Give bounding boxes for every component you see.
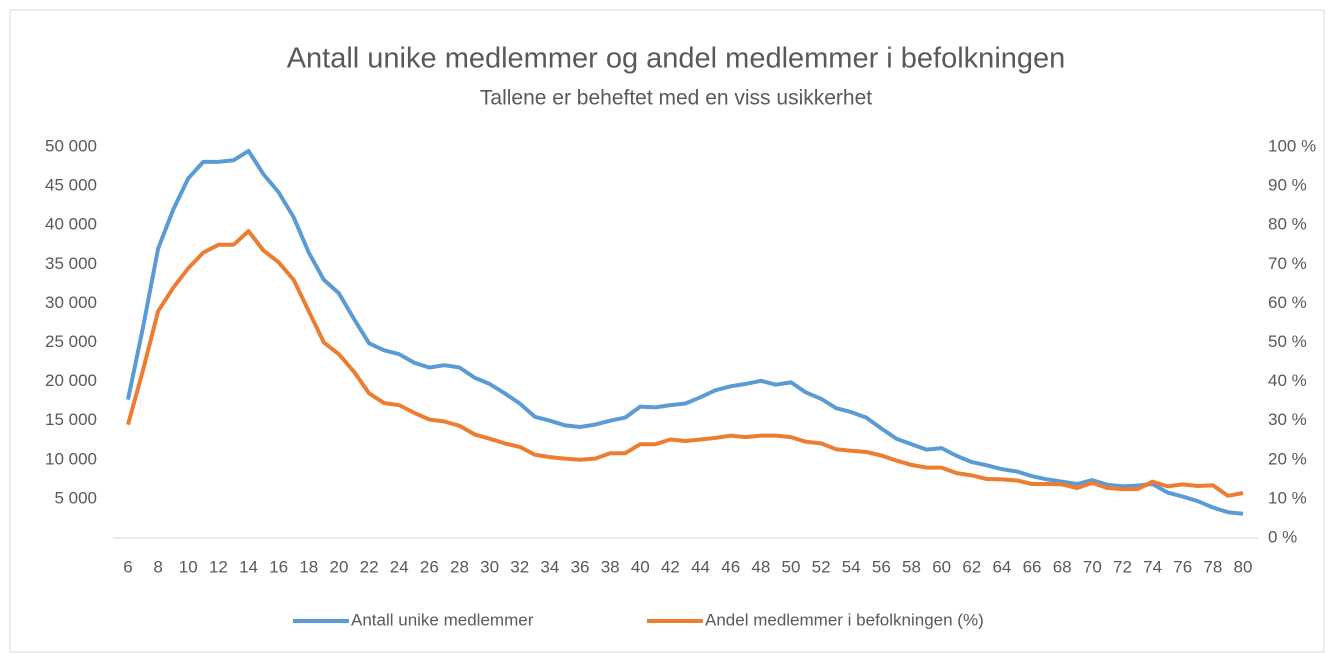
y2-tick-label: 50 % [1268, 332, 1307, 351]
x-tick-label: 80 [1234, 557, 1253, 576]
y2-tick-label: 10 % [1268, 488, 1307, 507]
x-tick-label: 38 [601, 557, 620, 576]
x-tick-label: 40 [631, 557, 650, 576]
x-tick-label: 52 [812, 557, 831, 576]
x-tick-label: 10 [179, 557, 198, 576]
y-tick-label: 50 000 [45, 136, 97, 155]
x-tick-label: 36 [571, 557, 590, 576]
x-tick-label: 76 [1173, 557, 1192, 576]
x-tick-label: 50 [782, 557, 801, 576]
chart-subtitle: Tallene er beheftet med en viss usikkerh… [480, 87, 872, 110]
x-tick-label: 42 [661, 557, 680, 576]
x-tick-label: 6 [123, 557, 132, 576]
y-tick-label: 45 000 [45, 176, 97, 195]
x-tick-label: 54 [842, 557, 861, 576]
chart-title: Antall unike medlemmer og andel medlemme… [287, 43, 1066, 75]
x-tick-label: 14 [239, 557, 258, 576]
x-tick-label: 72 [1113, 557, 1132, 576]
y2-tick-label: 80 % [1268, 215, 1307, 234]
x-tick-label: 18 [299, 557, 318, 576]
y-tick-label: 35 000 [45, 254, 97, 273]
x-tick-label: 64 [992, 557, 1011, 576]
x-tick-label: 78 [1203, 557, 1222, 576]
x-tick-label: 30 [480, 557, 499, 576]
x-tick-label: 58 [902, 557, 921, 576]
x-tick-label: 60 [932, 557, 951, 576]
x-tick-label: 28 [450, 557, 469, 576]
x-tick-label: 32 [510, 557, 529, 576]
x-tick-label: 44 [691, 557, 710, 576]
x-tick-label: 68 [1053, 557, 1072, 576]
y-tick-label: 25 000 [45, 332, 97, 351]
y-tick-label: 5 000 [54, 488, 97, 507]
x-tick-label: 8 [153, 557, 162, 576]
x-tick-label: 66 [1023, 557, 1042, 576]
x-tick-label: 56 [872, 557, 891, 576]
chart-border [9, 9, 1325, 653]
legend-label: Antall unike medlemmer [351, 610, 534, 629]
y2-tick-label: 20 % [1268, 449, 1307, 468]
legend-label: Andel medlemmer i befolkningen (%) [705, 610, 984, 629]
x-tick-label: 16 [269, 557, 288, 576]
x-tick-label: 62 [962, 557, 981, 576]
x-tick-label: 74 [1143, 557, 1162, 576]
y-tick-label: 15 000 [45, 410, 97, 429]
x-tick-label: 34 [540, 557, 559, 576]
y2-tick-label: 90 % [1268, 176, 1307, 195]
series-line [126, 148, 1244, 516]
x-tick-label: 12 [209, 557, 228, 576]
y-tick-label: 30 000 [45, 293, 97, 312]
y2-tick-label: 60 % [1268, 293, 1307, 312]
y2-tick-label: 0 % [1268, 527, 1297, 546]
x-tick-label: 46 [721, 557, 740, 576]
x-tick-label: 22 [360, 557, 379, 576]
x-tick-label: 48 [751, 557, 770, 576]
y-tick-label: 40 000 [45, 215, 97, 234]
y2-tick-label: 40 % [1268, 371, 1307, 390]
x-tick-label: 24 [390, 557, 409, 576]
x-tick-label: 20 [329, 557, 348, 576]
y-tick-label: 20 000 [45, 371, 97, 390]
x-tick-label: 26 [420, 557, 439, 576]
y2-tick-label: 30 % [1268, 410, 1307, 429]
series-line [126, 229, 1244, 498]
y2-tick-label: 100 % [1268, 136, 1316, 155]
y-tick-label: 10 000 [45, 449, 97, 468]
y2-tick-label: 70 % [1268, 254, 1307, 273]
x-tick-label: 70 [1083, 557, 1102, 576]
